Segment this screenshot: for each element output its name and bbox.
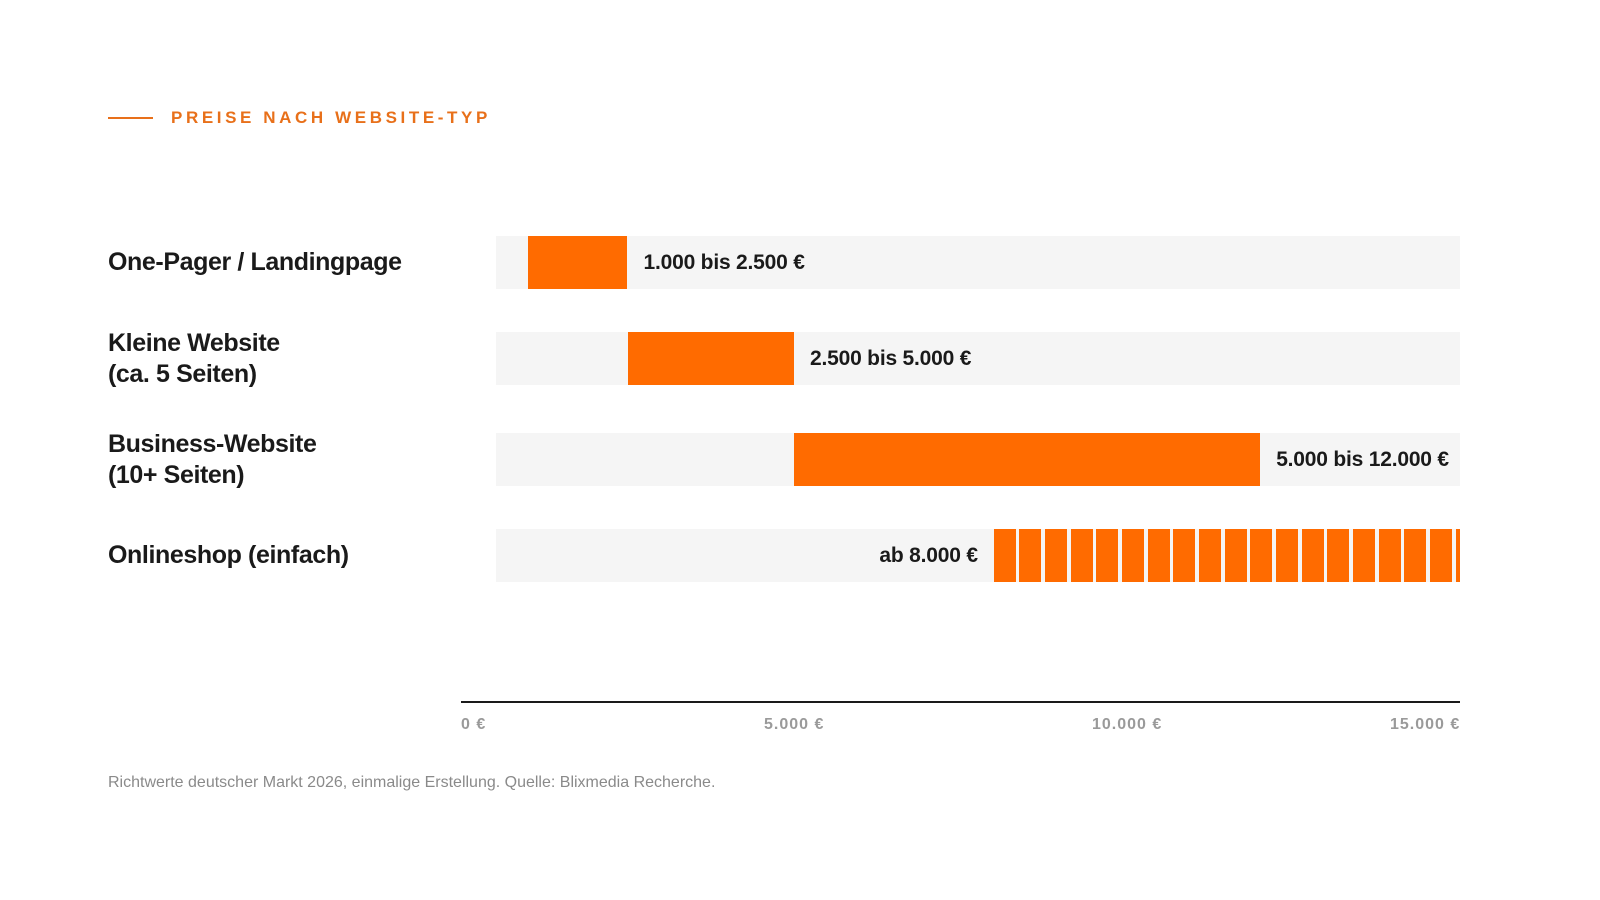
category-label-line: Kleine Website (108, 328, 280, 357)
price-range-bar (794, 433, 1261, 486)
category-label-line: One-Pager / Landingpage (108, 248, 402, 276)
x-axis-line (461, 701, 1460, 703)
category-label-line: (10+ Seiten) (108, 460, 245, 489)
open-range-segment (1327, 529, 1350, 582)
open-range-segment (1429, 529, 1452, 582)
open-range-segment (1122, 529, 1145, 582)
price-range-bar (627, 332, 794, 385)
open-range-segment (1070, 529, 1093, 582)
source-note: Richtwerte deutscher Markt 2026, einmali… (108, 774, 716, 791)
category-label: Onlineshop (einfach) (108, 521, 468, 590)
price-range-value-label: 1.000 bis 2.500 € (643, 251, 805, 274)
open-range-segment (1224, 529, 1247, 582)
category-label-line: Onlineshop (einfach) (108, 541, 349, 569)
x-tick-label: 10.000 € (1092, 716, 1163, 733)
price-range-bar (527, 236, 628, 289)
category-label-line: (ca. 5 Seiten) (108, 359, 257, 388)
open-range-segment (1096, 529, 1119, 582)
open-range-segment (1045, 529, 1068, 582)
open-range-segment (1352, 529, 1375, 582)
category-label: One-Pager / Landingpage (108, 228, 468, 297)
category-label: Kleine Website (ca. 5 Seiten) (108, 324, 468, 393)
category-label-line: Business-Website (108, 429, 317, 458)
open-range-segment (1404, 529, 1427, 582)
x-tick-label: 5.000 € (764, 716, 825, 733)
open-range-segment (1378, 529, 1401, 582)
open-range-segment (1301, 529, 1324, 582)
section-eyebrow: PREISE NACH WEBSITE-TYP (108, 106, 491, 130)
open-range-segment (1250, 529, 1273, 582)
open-range-segment (1199, 529, 1221, 582)
eyebrow-rule (108, 117, 153, 119)
open-range-segment (1275, 529, 1298, 582)
open-range-segment (1019, 529, 1042, 582)
open-range-segment (1147, 529, 1170, 582)
price-range-value-label: 5.000 bis 12.000 € (1276, 448, 1449, 471)
bar-track (496, 529, 1460, 582)
x-tick-label: 15.000 € (1390, 716, 1461, 733)
open-range-segment (993, 529, 1016, 582)
price-range-value-label: 2.500 bis 5.000 € (810, 347, 972, 370)
open-range-segment (1173, 529, 1196, 582)
open-range-segment (1455, 529, 1460, 582)
category-label: Business-Website (10+ Seiten) (108, 425, 468, 494)
x-tick-label: 0 € (461, 716, 487, 733)
eyebrow-text: PREISE NACH WEBSITE-TYP (171, 108, 491, 127)
price-range-value-label: ab 8.000 € (879, 544, 978, 567)
bar-track (496, 236, 1460, 289)
